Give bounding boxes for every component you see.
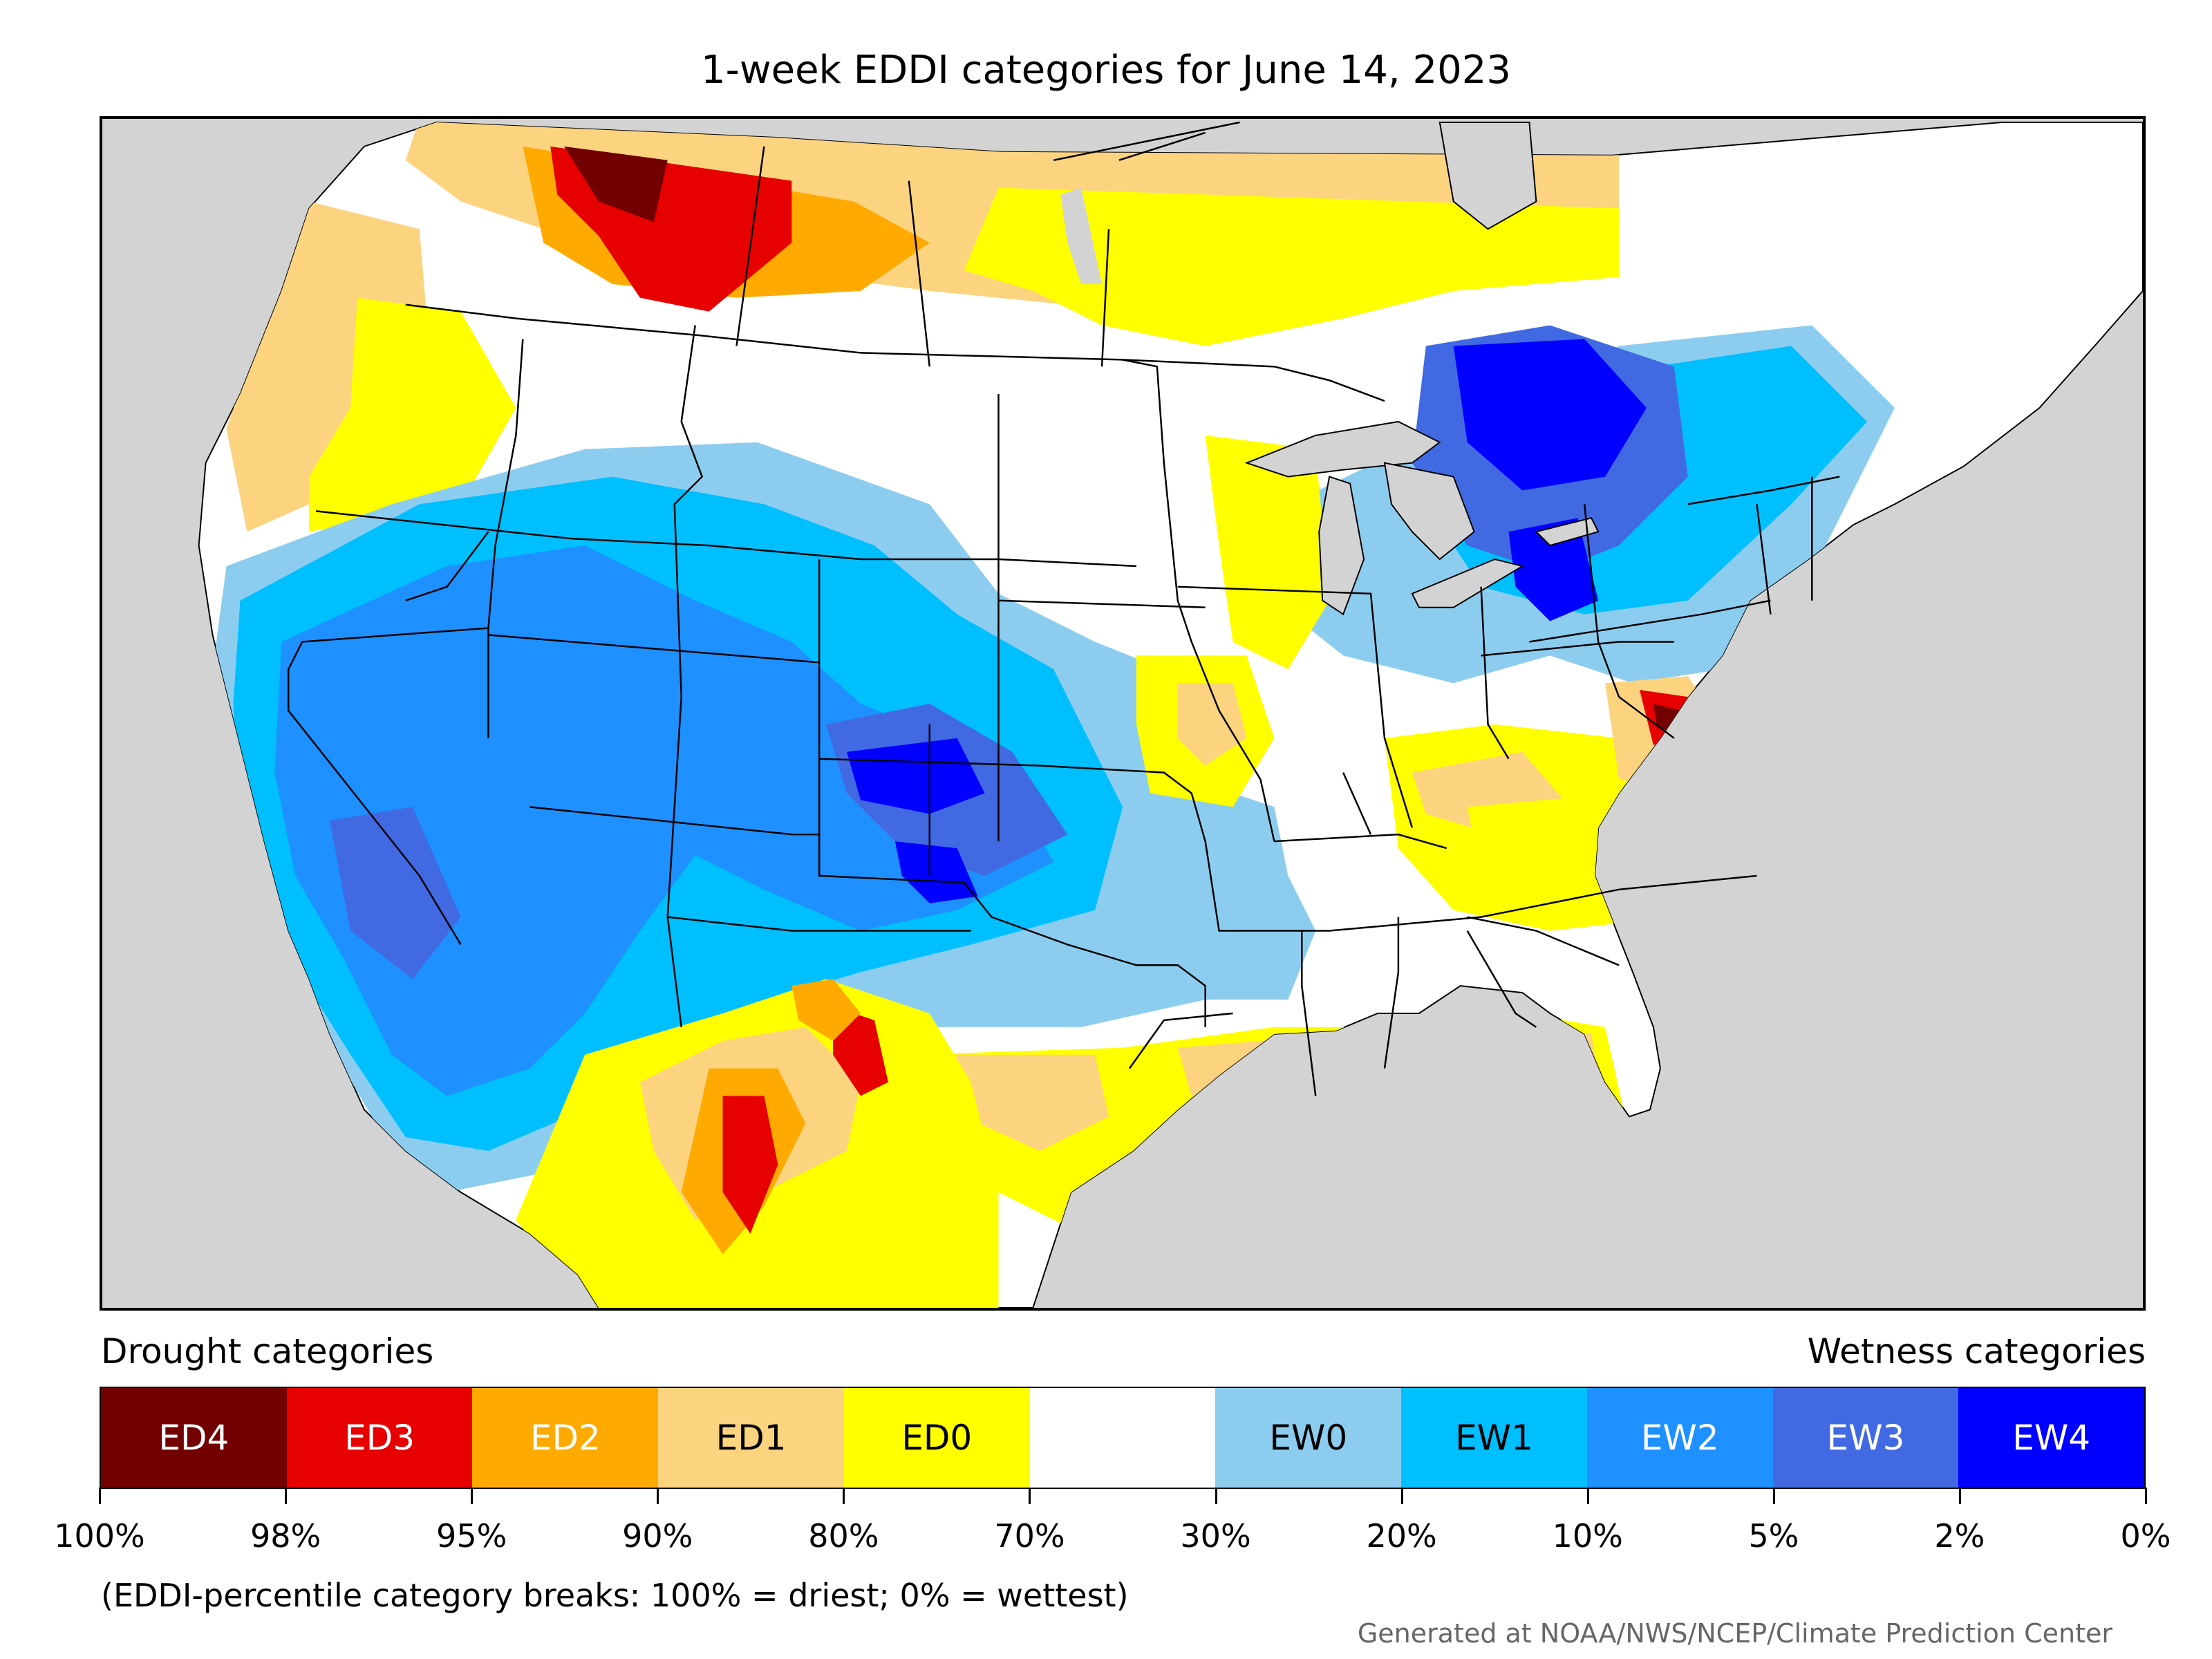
region-virginia-ed1 — [1605, 676, 1730, 794]
region-plains-ew0 — [1136, 841, 1316, 1000]
legend-cell-ed0: ED0 — [843, 1388, 1030, 1488]
legend-cell-ew4: EW4 — [1958, 1388, 2145, 1488]
colorbar-tick-label: 95% — [436, 1517, 507, 1555]
drought-categories-label: Drought categories — [101, 1331, 434, 1371]
region-texas-ed1 — [943, 1054, 1109, 1152]
colorbar-tick-label: 10% — [1552, 1517, 1623, 1555]
region-mexico-ed3 — [722, 1096, 778, 1234]
colorbar-tick-label: 20% — [1366, 1517, 1437, 1555]
colorbar-tick-label: 90% — [622, 1517, 693, 1555]
legend-cell-ew0: EW0 — [1215, 1388, 1402, 1488]
legend-cell-ew1: EW1 — [1401, 1388, 1587, 1488]
region-pacific-nw-ed0 — [309, 297, 516, 532]
region-canada-ed0 — [964, 187, 1620, 346]
lake-ontario — [1535, 517, 1600, 547]
region-michigan-ew4 — [1508, 518, 1599, 621]
credit-line: Generated at NOAA/NWS/NCEP/Climate Predi… — [1357, 1618, 2112, 1649]
region-ok-ew4 — [894, 841, 978, 903]
colorbar-tick — [1772, 1488, 1775, 1504]
colorbar-tick — [285, 1488, 288, 1504]
colorbar-tick-label: 70% — [994, 1517, 1065, 1555]
colorbar-tick-label: 2% — [1934, 1517, 1985, 1555]
colorbar-tick — [1958, 1488, 1961, 1504]
region-chihuahua-ed2 — [791, 979, 861, 1041]
legend-cell-normal — [1029, 1388, 1216, 1488]
region-alberta-ed4 — [564, 146, 668, 223]
lake-superior — [1244, 420, 1441, 478]
wetness-categories-label: Wetness categories — [1807, 1331, 2146, 1371]
map-canvas — [198, 121, 2143, 1308]
legend-cell-ed3: ED3 — [286, 1388, 473, 1488]
colorbar-tick — [657, 1488, 659, 1504]
colorbar-tick — [2145, 1488, 2147, 1504]
colorbar-tick-label: 30% — [1180, 1517, 1251, 1555]
region-southwest-ew3 — [330, 807, 461, 980]
region-pacific-nw-ed1 — [226, 201, 427, 532]
colorbar-tick-label: 0% — [2120, 1517, 2171, 1555]
political-borders — [288, 121, 1840, 1096]
colorbar-tick-label: 5% — [1748, 1517, 1799, 1555]
colorbar-tick-label: 100% — [54, 1517, 145, 1555]
colorbar-tick-label: 98% — [250, 1517, 321, 1555]
colorbar-tick — [471, 1488, 474, 1504]
category-breaks-note: (EDDI-percentile category breaks: 100% =… — [101, 1577, 1129, 1614]
lake-huron — [1383, 462, 1475, 561]
region-colorado-ew4 — [847, 738, 985, 814]
colorbar-tick — [1215, 1488, 1217, 1504]
eddi-map — [100, 116, 2146, 1311]
legend-cell-ed1: ED1 — [658, 1388, 844, 1488]
region-florida-ed1 — [1508, 1027, 1606, 1131]
region-minnesota-ed0 — [1205, 435, 1330, 670]
colorbar-tick — [1586, 1488, 1589, 1504]
colorbar-tick — [1400, 1488, 1403, 1504]
lake-winnipeg — [1060, 187, 1103, 284]
region-missouri-ed1 — [1177, 683, 1247, 766]
legend-cell-ed4: ED4 — [101, 1388, 287, 1488]
map-title: 1-week EDDI categories for June 14, 2023 — [701, 48, 1511, 93]
region-chihuahua-ed3 — [833, 1006, 888, 1096]
legend-cell-ew2: EW2 — [1586, 1388, 1773, 1488]
hudson-bay-edge — [1438, 121, 1537, 230]
region-ontario-ew4 — [1453, 339, 1647, 491]
colorbar-tick-label: 80% — [808, 1517, 879, 1555]
colorbar-tick — [99, 1488, 101, 1504]
colorbar-ticks — [99, 1488, 2147, 1508]
colorbar-tick — [843, 1488, 845, 1504]
colorbar-tick — [1029, 1488, 1031, 1504]
legend-cell-ew3: EW3 — [1772, 1388, 1959, 1488]
lake-michigan — [1318, 476, 1365, 616]
legend-cell-ed2: ED2 — [472, 1388, 659, 1488]
category-colorbar: ED4 ED3 ED2 ED1 ED0 EW0 EW1 EW2 EW3 EW4 — [100, 1387, 2146, 1489]
lake-erie — [1411, 558, 1525, 608]
